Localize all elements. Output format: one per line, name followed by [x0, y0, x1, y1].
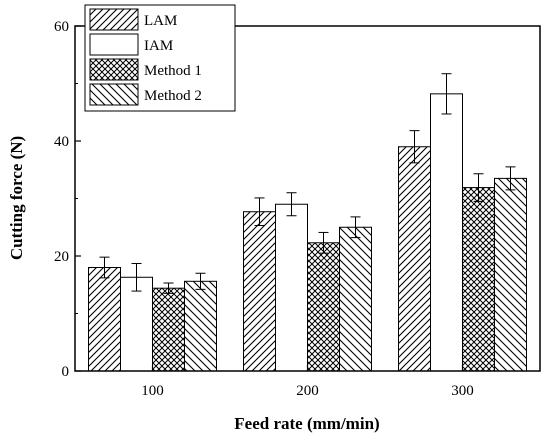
x-tick-label-200: 200 [296, 383, 319, 399]
error-bar-lam-100 [99, 256, 110, 279]
x-axis-ticks: 100 200 300 [141, 365, 474, 399]
bar-iam-200 [275, 203, 308, 372]
y-axis-title: Cutting force (N) [7, 136, 26, 260]
error-bar-method-1-100 [163, 282, 174, 294]
legend-swatch-iam [89, 33, 139, 56]
bar-method-1-100 [152, 287, 185, 372]
bars-group [88, 93, 527, 372]
legend-swatch-method-2 [89, 83, 139, 106]
error-bar-lam-200 [254, 197, 265, 227]
bar-method-2-100 [184, 280, 217, 372]
error-bar-method-2-300 [505, 166, 516, 191]
error-bar-method-1-300 [473, 173, 484, 202]
error-bar-iam-300 [441, 73, 452, 115]
legend: LAM IAM Method 1 Method 2 [84, 4, 236, 112]
error-bar-method-2-200 [350, 216, 361, 239]
bar-lam-100 [88, 267, 121, 372]
legend-swatch-lam [89, 8, 139, 31]
bar-method-1-300 [462, 187, 495, 372]
y-tick-label-20: 20 [54, 249, 69, 265]
x-tick-label-100: 100 [141, 383, 164, 399]
bar-iam-100 [120, 276, 153, 372]
y-tick-label-60: 60 [54, 19, 69, 35]
x-axis-title: Feed rate (mm/min) [234, 414, 379, 433]
legend-label-iam: IAM [144, 38, 173, 54]
error-bar-lam-300 [409, 130, 420, 164]
y-tick-label-0: 0 [62, 364, 70, 380]
error-bar-method-2-100 [195, 272, 206, 290]
bar-lam-300 [398, 146, 431, 372]
error-bars-group [99, 73, 516, 294]
legend-label-lam: LAM [144, 13, 177, 29]
error-bar-iam-200 [286, 192, 297, 217]
legend-swatch-method-1 [89, 58, 139, 81]
bar-lam-200 [243, 211, 276, 372]
bar-method-1-200 [307, 242, 340, 372]
x-tick-label-300: 300 [451, 383, 474, 399]
y-tick-label-40: 40 [54, 134, 69, 150]
legend-label-method-2: Method 2 [144, 88, 202, 104]
bar-method-2-200 [339, 226, 372, 372]
legend-label-method-1: Method 1 [144, 63, 202, 79]
bar-method-2-300 [494, 177, 527, 372]
error-bar-method-1-200 [318, 231, 329, 254]
y-axis-ticks: 0 20 40 60 [54, 19, 81, 380]
bar-iam-300 [430, 93, 463, 372]
error-bar-iam-100 [131, 262, 142, 292]
